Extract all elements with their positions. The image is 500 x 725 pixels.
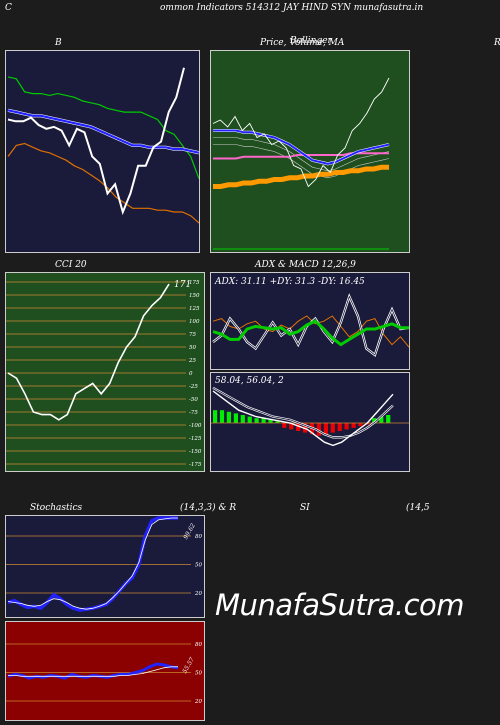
price-ma-line-2 — [213, 137, 390, 172]
stoch-params: (14,3,3) & R — [180, 503, 237, 513]
macd-histogram-bar — [219, 410, 225, 423]
stoch-d-line — [7, 517, 178, 610]
macd-panel: 58.04, 56.04, 2 — [210, 372, 410, 472]
adx-plus-dy-outline — [212, 293, 409, 357]
bb-title: B — [55, 38, 62, 48]
cci-tick-label: -125 — [189, 436, 202, 442]
rsi-ma-line — [8, 666, 178, 677]
adx-title: ADX & MACD 12,26,9 — [255, 260, 356, 270]
cci-tick-label: -25 — [189, 384, 198, 390]
price-ma-orange — [213, 164, 389, 189]
stoch-chart: 80 50 20 — [6, 516, 202, 612]
macd-histogram-bar — [323, 423, 328, 435]
bb-middle-band — [7, 109, 199, 154]
cci-tick-label: 175 — [189, 280, 200, 286]
adx-panel: ADX: 31.11 +DY: 31.3 -DY: 16.45 — [210, 272, 410, 370]
macd-histogram-bar — [386, 415, 391, 423]
stoch-tick-label: 80 — [195, 534, 202, 540]
cci-tick-label: -100 — [189, 423, 202, 429]
price-ma-blue-outline — [213, 129, 390, 166]
price-panel — [210, 50, 410, 253]
cci-tick-label: -150 — [189, 449, 202, 455]
price-chart — [212, 77, 390, 250]
stoch-panel: 80 50 20 99.62 — [5, 515, 205, 618]
macd-chart — [211, 386, 409, 447]
macd-histogram-bar — [261, 418, 266, 423]
right-edge-title: R — [494, 38, 500, 48]
cci-tick-label: 50 — [189, 345, 196, 351]
stoch-k-line — [7, 516, 178, 612]
macd-histogram-bar — [296, 423, 301, 431]
header-left-char: C — [5, 3, 12, 13]
cci-tick-label: 150 — [189, 293, 200, 299]
stoch-tick-label: 50 — [195, 563, 202, 569]
macd-histogram-bar — [365, 423, 370, 425]
cci-tick-label: -175 — [189, 462, 202, 468]
rsi-chart: 80 50 20 — [6, 642, 202, 705]
bb-upper-band — [7, 76, 199, 179]
adx-value-label: ADX: 31.11 +DY: 31.3 -DY: 16.45 — [215, 277, 365, 287]
rsi-tick-label: 50 — [195, 671, 202, 677]
price-ma-blue — [213, 129, 390, 165]
cci-tick-label: 125 — [189, 306, 200, 312]
macd-histogram-bar — [233, 413, 238, 423]
macd-histogram-bar — [275, 421, 280, 423]
price-ma-pink — [213, 152, 389, 160]
cci-title: CCI 20 — [55, 260, 87, 270]
cci-tick-label: -75 — [189, 410, 198, 416]
bollinger-chart — [7, 67, 199, 224]
macd-histogram-bar — [282, 423, 287, 428]
si-title: SI — [300, 503, 310, 513]
bb-price-line — [7, 67, 185, 216]
macd-histogram-bar — [351, 423, 356, 428]
price-title-overlap: Bollinger — [290, 36, 332, 46]
macd-histogram-bar — [330, 423, 335, 433]
cci-tick-label: 25 — [188, 358, 196, 364]
macd-signal — [212, 387, 394, 438]
bb-lower-band — [7, 142, 199, 224]
macd-histogram-bar — [303, 423, 308, 433]
macd-value-label: 58.04, 56.04, 2 — [215, 376, 284, 386]
cci-value-label: 171 — [174, 280, 192, 290]
watermark: MunafaSutra.com — [215, 588, 465, 622]
price-ma-line-3 — [213, 144, 390, 179]
adx-chart — [212, 293, 409, 357]
adx-minus-dy — [212, 315, 409, 348]
cci-chart: 175 150 125 100 75 50 25 0 -25 -50 -75 -100 -125 -150… — [6, 280, 202, 468]
macd-histogram-bar — [240, 415, 245, 423]
macd-histogram-bar — [289, 423, 294, 430]
macd-line — [212, 390, 394, 447]
adx-line — [212, 319, 409, 347]
cci-tick-label: 100 — [189, 319, 200, 325]
rsi-tick-label: 80 — [195, 642, 202, 648]
cci-tick-label: 75 — [189, 332, 196, 338]
stoch-tick-label: 20 — [194, 591, 202, 597]
macd-histogram-bar — [337, 423, 342, 431]
page-title: ommon Indicators 514312 JAY HIND SYN mun… — [160, 3, 424, 13]
cci-tick-label: -50 — [189, 397, 198, 403]
macd-histogram-bar — [372, 418, 377, 423]
rsi-panel: 80 50 20 55.57 — [5, 621, 205, 721]
bollinger-panel — [5, 50, 200, 253]
macd-histogram-bar — [344, 423, 349, 430]
adx-plus-dy — [212, 295, 409, 356]
cci-panel: 175 150 125 100 75 50 25 0 -25 -50 -75 -100 -125 -150… — [5, 272, 205, 472]
macd-histogram-bar — [226, 411, 231, 423]
macd-histogram-bar — [379, 416, 384, 423]
macd-histogram-bar — [213, 410, 218, 423]
cci-line — [7, 283, 170, 421]
stoch-title: Stochastics — [30, 503, 83, 513]
macd-histogram-bar — [358, 423, 363, 427]
price-title: Price, Volume, MA — [260, 38, 345, 48]
rsi-params: (14,5 — [406, 503, 430, 513]
rsi-tick-label: 20 — [194, 699, 202, 705]
macd-histogram-bar — [268, 419, 273, 423]
price-line — [212, 77, 390, 188]
macd-histogram-bar — [316, 423, 321, 436]
cci-tick-label: 0 — [189, 371, 193, 377]
macd-histogram-bar — [254, 418, 259, 423]
macd-histogram-bar — [247, 416, 252, 423]
